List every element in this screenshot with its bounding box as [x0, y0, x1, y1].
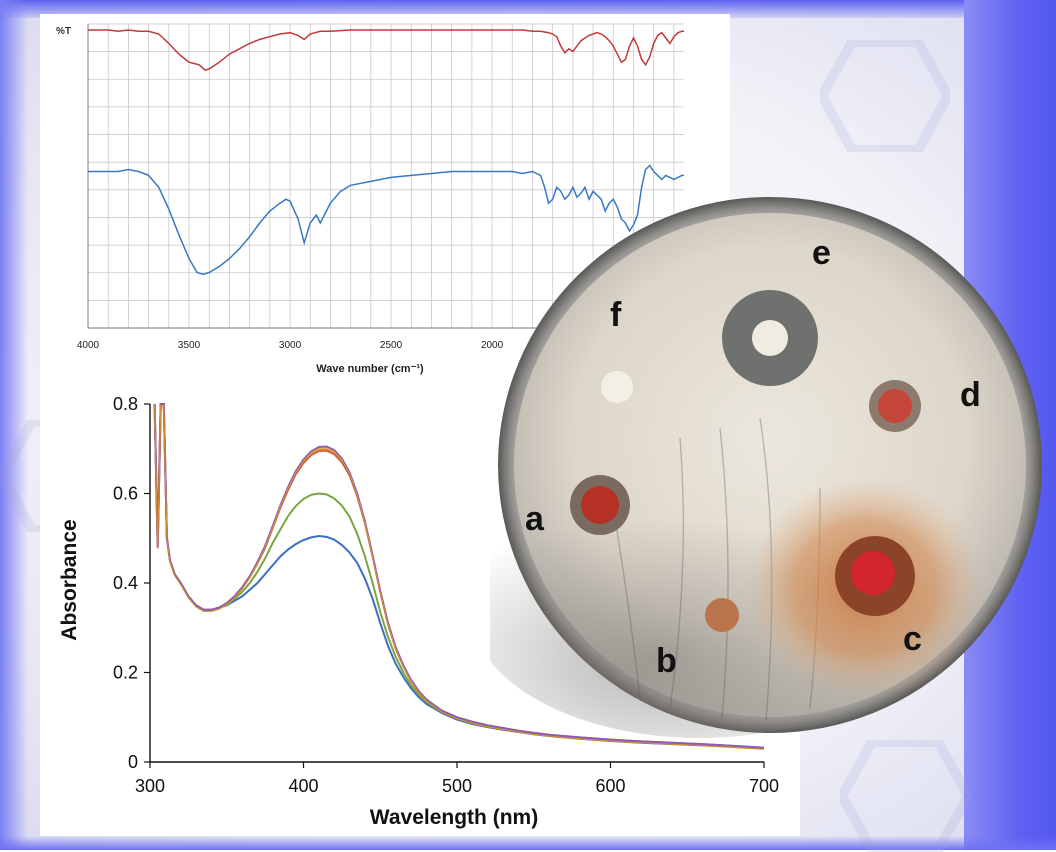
dish-label-e: e — [812, 234, 831, 272]
uv-y-tick-label: 0.8 — [113, 394, 138, 414]
ir-x-axis-label: Wave number (cm⁻¹) — [316, 363, 424, 375]
uv-y-tick-label: 0.6 — [113, 484, 138, 504]
uv-series-group — [153, 403, 765, 750]
uv-y-tick-label: 0.4 — [113, 573, 138, 593]
ir-series-group — [88, 29, 684, 276]
ir-series-line-1 — [88, 29, 684, 72]
ir-series-line-2 — [88, 164, 684, 276]
uv-series-line-4 — [153, 403, 765, 749]
uv-x-tick-label: 300 — [135, 776, 165, 796]
ir-x-tick-label: 2500 — [380, 340, 403, 351]
uv-axes — [144, 403, 765, 768]
uv-tick-labels: 0 0.2 0.4 0.6 0.8 300 400 500 600 700 — [113, 394, 779, 796]
dish-label-c: c — [903, 620, 922, 658]
dish-label-f: f — [610, 296, 622, 334]
hexagon-decoration — [820, 40, 950, 152]
ir-x-tick-label: 3500 — [178, 340, 201, 351]
uv-vis-chart: 0 0.2 0.4 0.6 0.8 300 400 500 600 700 Wavelength … — [58, 394, 779, 829]
uv-y-tick-label: 0.2 — [113, 663, 138, 683]
ir-y-axis-label: %T — [56, 26, 71, 37]
uv-x-tick-label: 500 — [442, 776, 472, 796]
frame-left-border — [0, 0, 28, 850]
uv-x-tick-label: 400 — [288, 776, 318, 796]
dish-label-b: b — [656, 642, 677, 680]
uv-y-tick-label: 0 — [128, 752, 138, 772]
uv-series-overlay — [154, 404, 765, 750]
uv-x-tick-label: 700 — [749, 776, 779, 796]
petri-dish-image: e f d a b c — [490, 197, 1042, 738]
hexagon-decoration — [840, 740, 970, 852]
ir-x-tick-label: 2000 — [481, 340, 504, 351]
ir-x-tick-label: 4000 — [77, 340, 100, 351]
uv-x-tick-label: 600 — [595, 776, 625, 796]
disc-e — [752, 320, 788, 356]
uv-y-axis-label: Absorbance — [58, 519, 81, 640]
dish-label-a: a — [525, 500, 545, 538]
dish-label-d: d — [960, 376, 981, 414]
disc-f — [601, 371, 633, 403]
frame-bottom-border — [0, 836, 1056, 850]
disc-c — [851, 551, 895, 595]
disc-a — [581, 486, 619, 524]
ir-x-tick-label: 3000 — [279, 340, 302, 351]
disc-b — [705, 598, 739, 632]
disc-d — [878, 389, 912, 423]
uv-x-axis-label: Wavelength (nm) — [370, 806, 538, 829]
frame-top-border — [0, 0, 1056, 18]
